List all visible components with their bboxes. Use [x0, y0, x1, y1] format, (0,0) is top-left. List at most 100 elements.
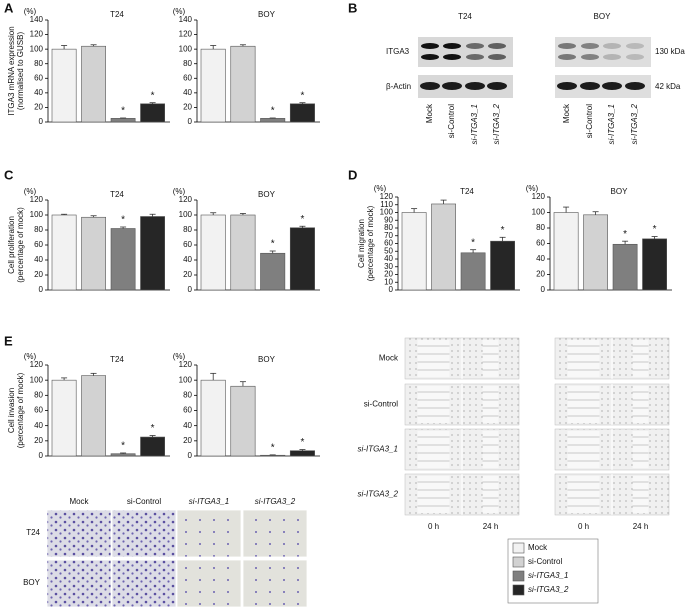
y-tick-label: 20: [183, 436, 192, 445]
y-tick-label: 60: [536, 239, 545, 248]
y-tick-label: 20: [34, 270, 43, 279]
time-label: 0 h: [578, 522, 589, 531]
y-tick-label: 80: [183, 390, 192, 399]
bar: [260, 454, 286, 457]
legend-label: si-ITGA3_2: [528, 585, 569, 594]
y-tick-label: 60: [34, 406, 43, 415]
bar: [200, 379, 226, 457]
y-tick-label: 0: [39, 285, 44, 294]
blot-cell-line: BOY: [594, 12, 612, 21]
blot-band: [626, 43, 644, 49]
y-tick-label: 100: [532, 208, 546, 217]
bar: [140, 216, 165, 291]
bar: [289, 450, 315, 457]
bar: [260, 252, 286, 291]
invasion-column-label: Mock: [69, 497, 89, 506]
y-tick-label: 120: [179, 195, 193, 204]
migration-row-label: si-ITGA3_1: [358, 445, 398, 454]
blot-band: [465, 82, 485, 90]
invasion-column-label: si-ITGA3_2: [255, 497, 296, 506]
y-tick-label: 120: [30, 30, 44, 39]
y-tick-label: 60: [384, 239, 393, 248]
blot-band: [625, 82, 645, 90]
y-tick-label: 40: [183, 421, 192, 430]
micrograph: [46, 509, 112, 558]
scratch: [632, 340, 649, 377]
blot-band: [443, 43, 461, 49]
y-tick-label: 40: [34, 421, 43, 430]
significance-marker: *: [271, 239, 275, 250]
blot-band: [603, 54, 621, 60]
bar: [583, 214, 608, 291]
y-tick-label: 0: [541, 285, 546, 294]
invasion-row-label: BOY: [23, 578, 41, 587]
scratch: [482, 340, 499, 377]
chart-title: BOY: [258, 10, 276, 19]
bar: [401, 212, 427, 291]
blot-size: 42 kDa: [655, 82, 681, 91]
chart-title: BOY: [258, 190, 276, 199]
bar: [140, 436, 165, 457]
bar: [490, 240, 515, 291]
legend-swatch: [512, 570, 525, 582]
bar: [81, 45, 106, 123]
y-tick-label: 20: [384, 270, 393, 279]
blot-band: [603, 43, 621, 49]
chart-title: T24: [110, 190, 124, 199]
y-tick-label: 20: [183, 270, 192, 279]
blot-band: [581, 54, 599, 60]
y-tick-label: 10: [384, 277, 393, 286]
y-tick-label: 80: [34, 59, 43, 68]
time-label: 24 h: [483, 522, 499, 531]
blot-size: 130 kDa: [655, 47, 685, 56]
y-unit: (%): [24, 352, 37, 361]
lane-label: Mock: [562, 103, 571, 123]
significance-marker: *: [271, 106, 275, 117]
invasion-column-label: si-ITGA3_1: [189, 497, 229, 506]
y-axis-label: (percentage of mock): [16, 207, 25, 283]
legend-swatch: [512, 556, 525, 568]
blot-band: [420, 82, 440, 90]
lane-label: Mock: [425, 103, 434, 123]
y-tick-label: 20: [536, 270, 545, 279]
significance-marker: *: [121, 215, 125, 226]
y-tick-label: 40: [536, 254, 545, 263]
y-axis-label: Cell migration: [357, 219, 366, 268]
lane-label: si-ITGA3_2: [492, 103, 501, 144]
bar: [200, 48, 226, 123]
blot-band: [421, 43, 439, 49]
y-tick-label: 60: [34, 73, 43, 82]
y-tick-label: 0: [188, 285, 193, 294]
bar: [51, 379, 77, 457]
bar: [110, 228, 136, 291]
lane-label: si-Control: [447, 104, 456, 138]
y-unit: (%): [24, 7, 37, 16]
scratch: [632, 476, 649, 513]
y-axis-label: (percentage of mock): [366, 205, 375, 281]
bar: [51, 48, 77, 123]
y-tick-label: 80: [183, 225, 192, 234]
y-tick-label: 70: [384, 231, 393, 240]
y-tick-label: 40: [183, 255, 192, 264]
micrograph: [111, 509, 177, 558]
y-tick-label: 100: [30, 44, 44, 53]
y-tick-label: 80: [384, 223, 393, 232]
y-tick-label: 100: [30, 210, 44, 219]
blot-band: [626, 54, 644, 60]
panel-label: C: [4, 167, 14, 182]
bar: [81, 216, 106, 291]
blot-band: [488, 54, 506, 60]
y-tick-label: 50: [384, 246, 393, 255]
y-tick-label: 120: [179, 360, 193, 369]
y-tick-label: 140: [179, 15, 193, 24]
migration-row-label: si-Control: [364, 400, 398, 409]
y-tick-label: 80: [34, 225, 43, 234]
y-tick-label: 120: [30, 195, 44, 204]
y-tick-label: 20: [183, 103, 192, 112]
chart-title: BOY: [611, 187, 629, 196]
y-unit: (%): [173, 7, 186, 16]
blot-band: [558, 43, 576, 49]
panel-label: D: [348, 167, 357, 182]
chart-title: T24: [110, 355, 124, 364]
